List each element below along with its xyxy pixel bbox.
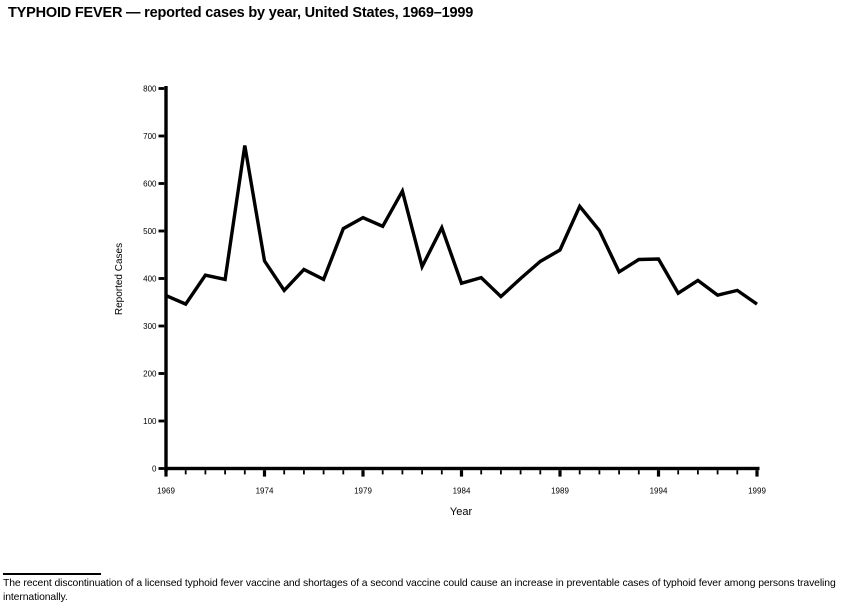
y-tick bbox=[158, 419, 165, 423]
y-tick bbox=[158, 87, 165, 90]
x-tick-major bbox=[656, 470, 661, 477]
x-tick-minor bbox=[618, 470, 620, 475]
x-tick-minor bbox=[637, 470, 640, 475]
y-axis-line bbox=[164, 86, 168, 472]
x-tick-major bbox=[164, 470, 168, 477]
line-chart: 0 100 200 300 400 500 600 700 800 1969 1974 1979 198… bbox=[143, 84, 766, 496]
x-tick-major bbox=[558, 470, 562, 477]
y-tick bbox=[158, 467, 165, 470]
x-tick-minor bbox=[500, 470, 502, 475]
x-tick-minor bbox=[243, 470, 246, 475]
x-tick-minor bbox=[204, 470, 207, 475]
figure-title: TYPHOID FEVER — reported cases by year, … bbox=[8, 5, 474, 21]
x-tick-minor bbox=[303, 470, 305, 475]
y-tick-label: 200 bbox=[143, 369, 157, 378]
y-tick-label: 600 bbox=[143, 179, 157, 188]
x-tick-major bbox=[361, 470, 365, 477]
y-tick-label: 400 bbox=[143, 274, 157, 283]
x-tick-minor bbox=[539, 470, 542, 475]
y-axis-label: Reported Cases bbox=[114, 242, 125, 316]
y-tick bbox=[158, 324, 165, 328]
y-tick-label: 500 bbox=[143, 227, 157, 236]
x-tick-minor bbox=[342, 470, 345, 475]
x-tick-minor bbox=[440, 470, 443, 475]
x-axis-label: Year bbox=[449, 506, 473, 518]
x-tick-minor bbox=[578, 470, 581, 475]
y-tick-label: 300 bbox=[143, 322, 157, 331]
x-tick-minor bbox=[381, 470, 384, 475]
x-tick-minor bbox=[421, 470, 423, 475]
x-tick-label: 1969 bbox=[157, 487, 175, 496]
x-tick-major bbox=[459, 470, 464, 477]
data-line bbox=[165, 145, 758, 307]
x-tick-minor bbox=[224, 470, 226, 475]
x-tick-minor bbox=[519, 470, 522, 475]
x-tick-label: 1979 bbox=[354, 487, 372, 496]
x-tick-minor bbox=[322, 470, 325, 475]
x-tick-minor bbox=[677, 470, 680, 475]
x-tick-minor bbox=[480, 470, 483, 475]
x-tick-label: 1994 bbox=[650, 487, 668, 496]
x-tick-minor bbox=[598, 470, 601, 475]
x-tick-label: 1984 bbox=[453, 487, 471, 496]
x-tick-major bbox=[755, 470, 759, 477]
x-tick-minor bbox=[184, 470, 187, 475]
footnote-text: The recent discontinuation of a licensed… bbox=[3, 578, 836, 603]
y-tick-label: 800 bbox=[143, 84, 157, 93]
x-tick-major bbox=[262, 470, 267, 477]
y-tick-label: 0 bbox=[152, 464, 157, 473]
x-tick-label: 1989 bbox=[551, 487, 569, 496]
y-tick bbox=[158, 182, 165, 185]
y-tick-label: 100 bbox=[143, 417, 157, 426]
x-tick-minor bbox=[697, 470, 699, 475]
x-tick-label: 1999 bbox=[748, 487, 766, 496]
x-tick-minor bbox=[283, 470, 286, 475]
y-tick bbox=[158, 229, 165, 233]
x-axis-line bbox=[164, 466, 760, 471]
x-tick-minor bbox=[736, 470, 739, 475]
x-tick-minor bbox=[716, 470, 719, 475]
x-tick-label: 1974 bbox=[256, 487, 274, 496]
y-tick bbox=[158, 277, 165, 280]
y-tick bbox=[158, 372, 165, 375]
x-tick-minor bbox=[401, 470, 404, 475]
y-tick-label: 700 bbox=[143, 132, 157, 141]
y-tick bbox=[158, 134, 165, 138]
footnote-rule bbox=[3, 573, 101, 576]
